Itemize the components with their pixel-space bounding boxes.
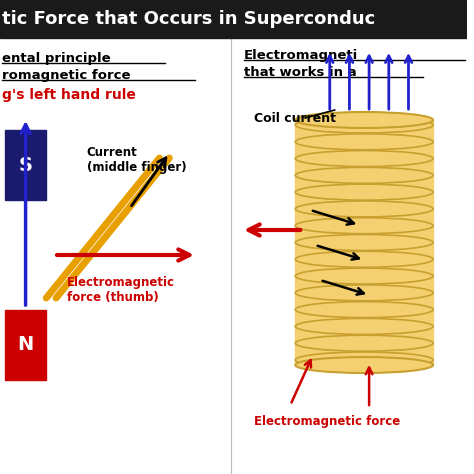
Text: S: S [18, 155, 33, 174]
Text: tic Force that Occurs in Superconduc: tic Force that Occurs in Superconduc [2, 10, 375, 28]
Text: N: N [18, 336, 34, 355]
Text: g's left hand rule: g's left hand rule [2, 88, 136, 102]
Ellipse shape [295, 357, 433, 373]
Ellipse shape [295, 151, 433, 166]
Ellipse shape [295, 134, 433, 150]
Text: ental principle: ental principle [2, 52, 110, 64]
Ellipse shape [295, 285, 433, 301]
Ellipse shape [295, 319, 433, 335]
Ellipse shape [295, 335, 433, 351]
Ellipse shape [295, 167, 433, 183]
Bar [5, 310, 46, 380]
Bar [0, 0, 466, 38]
Text: Electromagneti: Electromagneti [244, 48, 358, 62]
Ellipse shape [295, 268, 433, 284]
Ellipse shape [295, 235, 433, 250]
Ellipse shape [295, 352, 433, 368]
Ellipse shape [295, 117, 433, 133]
Ellipse shape [295, 201, 433, 217]
Bar [5, 130, 46, 200]
Ellipse shape [295, 301, 433, 318]
Text: romagnetic force: romagnetic force [2, 69, 130, 82]
Text: Coil current: Coil current [254, 111, 336, 125]
Ellipse shape [295, 218, 433, 234]
Ellipse shape [295, 184, 433, 200]
Text: that works in a: that works in a [244, 65, 357, 79]
Text: Electromagnetic
force (thumb): Electromagnetic force (thumb) [67, 276, 175, 304]
Bar [295, 120, 433, 365]
Text: Current
(middle finger): Current (middle finger) [87, 146, 186, 174]
Text: Electromagnetic force: Electromagnetic force [254, 416, 400, 428]
Ellipse shape [295, 251, 433, 267]
Ellipse shape [295, 112, 433, 128]
